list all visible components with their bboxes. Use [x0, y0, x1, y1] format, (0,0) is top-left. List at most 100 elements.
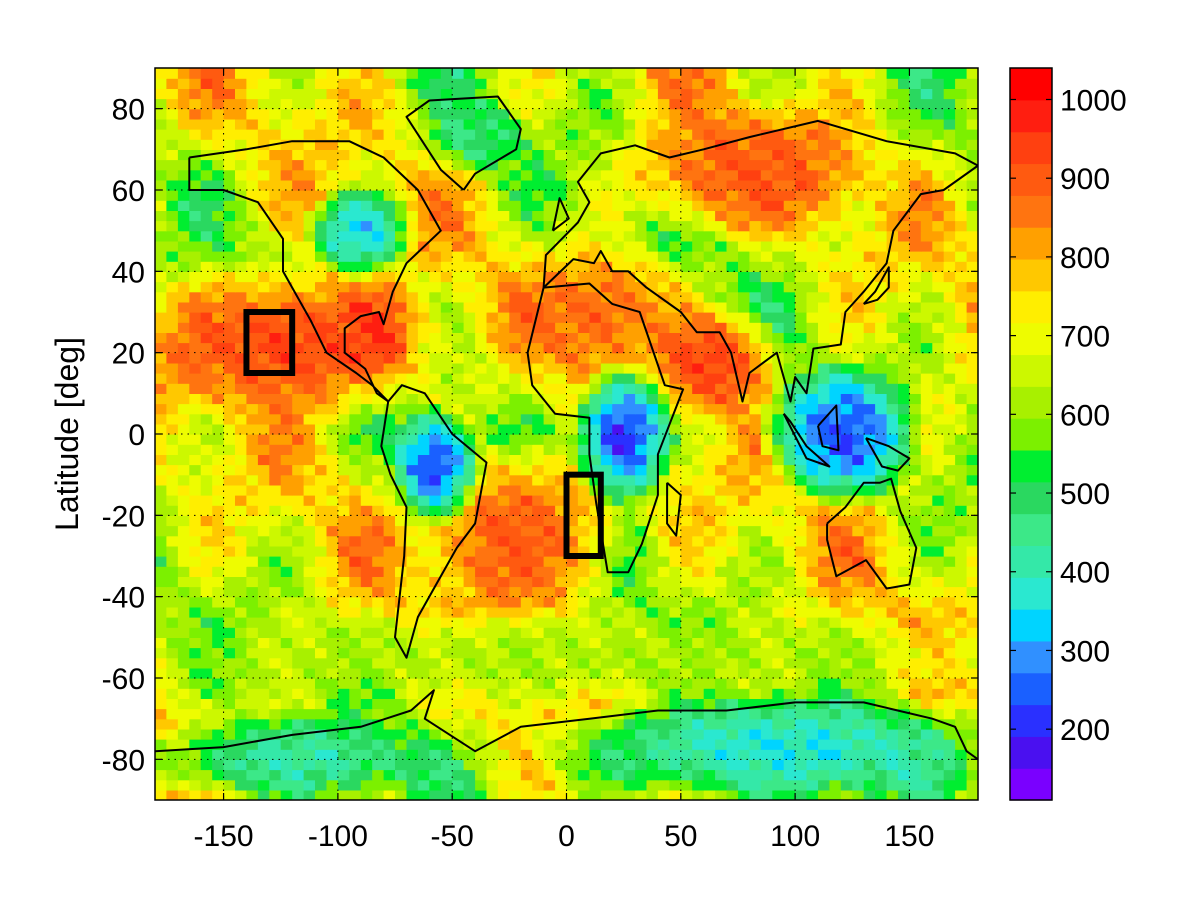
heatmap-cell — [463, 373, 476, 384]
heatmap-cell — [395, 617, 407, 628]
heatmap-cell — [669, 261, 682, 272]
heatmap-cell — [440, 88, 453, 100]
heatmap-cell — [235, 413, 247, 425]
heatmap-cell — [646, 230, 659, 242]
heatmap-cell — [555, 789, 568, 800]
heatmap-cell — [303, 444, 316, 455]
heatmap-cell — [223, 749, 236, 760]
heatmap-cell — [657, 291, 670, 303]
heatmap-cell — [303, 596, 316, 608]
heatmap-cell — [886, 179, 899, 191]
heatmap-cell — [395, 718, 407, 730]
heatmap-cell — [223, 586, 236, 598]
heatmap-cell — [738, 464, 750, 476]
heatmap-cell — [715, 251, 728, 262]
heatmap-cell — [555, 261, 568, 272]
heatmap-cell — [738, 271, 750, 283]
heatmap-cell — [417, 210, 430, 222]
heatmap-cell — [920, 576, 933, 588]
heatmap-cell — [429, 667, 442, 679]
heatmap-cell — [543, 596, 556, 608]
heatmap-cell — [200, 200, 213, 211]
heatmap-cell — [555, 708, 568, 720]
heatmap-cell — [772, 596, 785, 608]
heatmap-cell — [943, 220, 956, 232]
heatmap-cell — [246, 322, 259, 333]
heatmap-cell — [326, 728, 339, 740]
heatmap-cell — [909, 261, 922, 272]
heatmap-cell — [189, 667, 202, 679]
heatmap-cell — [772, 667, 785, 679]
heatmap-cell — [772, 230, 785, 242]
heatmap-cell — [280, 789, 293, 800]
heatmap-cell — [955, 139, 968, 150]
heatmap-cell — [966, 576, 978, 588]
heatmap-cell — [303, 474, 316, 486]
heatmap-cell — [920, 210, 933, 222]
heatmap-cell — [829, 495, 842, 506]
heatmap-cell — [543, 383, 556, 394]
heatmap-cell — [292, 708, 305, 720]
heatmap-cell — [920, 240, 933, 252]
heatmap-cell — [326, 647, 339, 659]
heatmap-cell — [360, 484, 373, 496]
heatmap-cell — [886, 434, 899, 445]
heatmap-cell — [783, 789, 796, 800]
heatmap-cell — [669, 149, 682, 161]
heatmap-cell — [669, 251, 682, 262]
heatmap-cell — [566, 678, 579, 689]
heatmap-cell — [657, 647, 670, 659]
heatmap-cell — [235, 617, 247, 628]
heatmap-cell — [909, 423, 922, 435]
heatmap-cell — [360, 342, 373, 354]
heatmap-cell — [372, 515, 385, 527]
heatmap-cell — [417, 556, 430, 567]
heatmap-cell — [760, 362, 773, 374]
heatmap-cell — [155, 403, 167, 415]
heatmap-cell — [509, 169, 522, 181]
heatmap-cell — [635, 769, 648, 781]
heatmap-cell — [543, 586, 556, 598]
heatmap-cell — [223, 139, 236, 150]
heatmap-cell — [257, 301, 270, 313]
heatmap-cell — [909, 312, 922, 323]
heatmap-cell — [840, 129, 853, 140]
heatmap-cell — [909, 301, 922, 313]
heatmap-cell — [795, 413, 808, 425]
heatmap-cell — [223, 728, 236, 740]
heatmap-cell — [943, 566, 956, 577]
heatmap-cell — [326, 200, 339, 211]
heatmap-cell — [852, 444, 865, 455]
heatmap-cell — [703, 423, 716, 435]
heatmap-cell — [452, 678, 465, 689]
heatmap-cell — [532, 637, 545, 649]
heatmap-cell — [635, 647, 648, 659]
heatmap-cell — [223, 617, 236, 628]
heatmap-cell — [692, 281, 705, 293]
heatmap-cell — [943, 251, 956, 262]
heatmap-cell — [829, 291, 842, 303]
heatmap-cell — [212, 281, 225, 293]
heatmap-cell — [680, 342, 693, 354]
heatmap-cell — [600, 545, 613, 557]
heatmap-cell — [669, 566, 682, 577]
heatmap-cell — [383, 291, 396, 303]
heatmap-cell — [898, 159, 910, 171]
heatmap-cell — [326, 179, 339, 191]
heatmap-cell — [577, 291, 590, 303]
heatmap-cell — [475, 169, 488, 181]
heatmap-cell — [486, 749, 499, 760]
heatmap-cell — [463, 657, 476, 669]
heatmap-cell — [966, 515, 978, 527]
heatmap-cell — [269, 291, 282, 303]
heatmap-cell — [189, 749, 202, 760]
heatmap-cell — [360, 779, 373, 791]
heatmap-cell — [600, 678, 613, 689]
heatmap-cell — [235, 98, 247, 110]
heatmap-cell — [166, 657, 179, 669]
heatmap-cell — [943, 789, 956, 800]
heatmap-cell — [920, 352, 933, 364]
heatmap-cell — [875, 251, 888, 262]
heatmap-cell — [177, 129, 190, 140]
heatmap-cell — [235, 159, 247, 171]
